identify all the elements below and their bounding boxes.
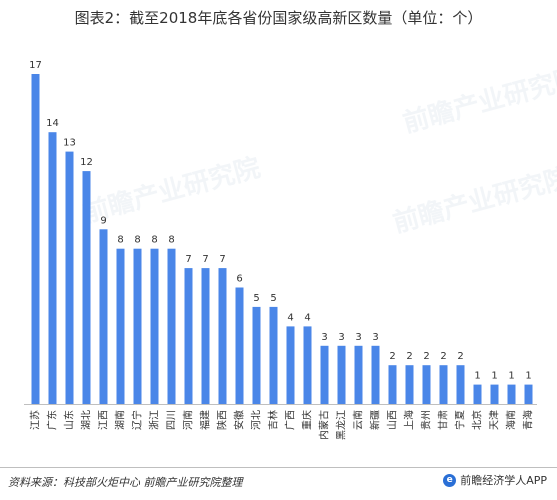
data-label: 3 <box>355 332 361 343</box>
x-tick-label: 宁夏 <box>454 410 467 430</box>
bar <box>133 248 142 404</box>
data-label: 3 <box>338 332 344 343</box>
x-tick-label: 青海 <box>522 410 535 430</box>
bar <box>31 74 40 404</box>
bar <box>371 345 380 404</box>
data-label: 2 <box>457 351 463 362</box>
data-label: 7 <box>202 254 208 265</box>
x-tick-label: 河北 <box>251 410 263 430</box>
bar <box>439 365 448 404</box>
data-label: 13 <box>63 138 76 149</box>
data-label: 1 <box>474 371 480 382</box>
bar <box>218 268 227 404</box>
data-label: 2 <box>389 351 395 362</box>
data-label: 8 <box>117 235 123 246</box>
data-label: 1 <box>491 371 497 382</box>
bar <box>303 326 312 404</box>
bar <box>286 326 295 404</box>
x-tick-label: 辽宁 <box>131 410 144 430</box>
data-label: 2 <box>406 351 412 362</box>
brand-name: 前瞻经济学人APP <box>460 474 547 487</box>
x-tick-label: 重庆 <box>301 410 314 430</box>
bar <box>82 171 91 404</box>
data-label: 14 <box>46 118 59 129</box>
x-tick-label: 贵州 <box>420 410 433 430</box>
bar <box>524 384 533 404</box>
x-tick-label: 江苏 <box>29 410 42 430</box>
bar <box>456 365 465 404</box>
x-tick-label: 内蒙古 <box>318 410 331 440</box>
x-tick-label: 甘肃 <box>437 410 450 430</box>
source-note: 资料来源：科技部火炬中心 前瞻产业研究院整理 <box>8 476 243 489</box>
x-tick-label: 江西 <box>98 410 110 430</box>
footer-divider <box>0 467 557 468</box>
x-tick-label: 安徽 <box>233 410 246 430</box>
bar <box>405 365 414 404</box>
x-tick-label: 浙江 <box>149 410 161 430</box>
data-label: 5 <box>253 293 259 304</box>
x-tick-label: 福建 <box>199 410 212 430</box>
data-label: 8 <box>134 235 140 246</box>
x-tick-label: 广西 <box>285 410 297 430</box>
bar <box>65 151 74 404</box>
x-tick-label: 陕西 <box>216 410 229 430</box>
data-label: 2 <box>440 351 446 362</box>
bar <box>354 345 363 404</box>
x-tick-label: 云南 <box>352 410 365 430</box>
x-tick-label: 新疆 <box>369 410 382 430</box>
x-tick-label: 四川 <box>167 410 178 430</box>
bar-chart: 17江苏14广东13山东12湖北9江西8湖南8辽宁8浙江8四川7河南7福建7陕西… <box>24 60 537 440</box>
x-tick-label: 山东 <box>63 410 76 430</box>
data-label: 3 <box>372 332 378 343</box>
data-label: 12 <box>80 157 93 168</box>
x-tick-label: 天津 <box>489 410 501 430</box>
bar <box>269 306 278 404</box>
data-label: 8 <box>168 235 174 246</box>
bar <box>422 365 431 404</box>
bar <box>150 248 159 404</box>
bar <box>320 345 329 404</box>
x-tick-label: 北京 <box>471 410 484 430</box>
x-tick-label: 上海 <box>403 410 416 430</box>
data-label: 17 <box>29 60 42 71</box>
x-tick-label: 吉林 <box>267 410 280 430</box>
bar <box>116 248 125 404</box>
bar <box>388 365 397 404</box>
x-tick-label: 湖南 <box>114 410 127 430</box>
data-label: 2 <box>423 351 429 362</box>
bar <box>235 287 244 404</box>
data-label: 5 <box>270 293 276 304</box>
data-label: 7 <box>185 254 191 265</box>
chart-title: 图表2：截至2018年底各省份国家级高新区数量（单位：个） <box>74 9 483 27</box>
data-label: 8 <box>151 235 157 246</box>
x-tick-label: 广东 <box>46 410 59 430</box>
x-tick-label: 湖北 <box>81 410 93 430</box>
bar <box>201 268 210 404</box>
data-label: 4 <box>287 312 293 323</box>
bar <box>337 345 346 404</box>
bar <box>184 268 193 404</box>
bar <box>473 384 482 404</box>
bar <box>99 229 108 404</box>
brand-logo-icon: e <box>443 473 457 487</box>
x-tick-label: 河南 <box>182 410 195 430</box>
x-tick-label: 山西 <box>387 410 399 430</box>
bar <box>490 384 499 404</box>
bar <box>507 384 516 404</box>
bar <box>252 306 261 404</box>
data-label: 4 <box>304 312 310 323</box>
data-label: 1 <box>508 371 514 382</box>
bar <box>48 132 57 404</box>
data-label: 1 <box>525 371 531 382</box>
data-label: 9 <box>100 215 106 226</box>
x-tick-label: 黑龙江 <box>335 410 348 440</box>
data-label: 7 <box>219 254 225 265</box>
bar <box>167 248 176 404</box>
brand-badge: e 前瞻经济学人APP <box>443 472 547 488</box>
data-label: 3 <box>321 332 327 343</box>
data-label: 6 <box>236 274 242 285</box>
x-tick-label: 海南 <box>505 410 518 430</box>
